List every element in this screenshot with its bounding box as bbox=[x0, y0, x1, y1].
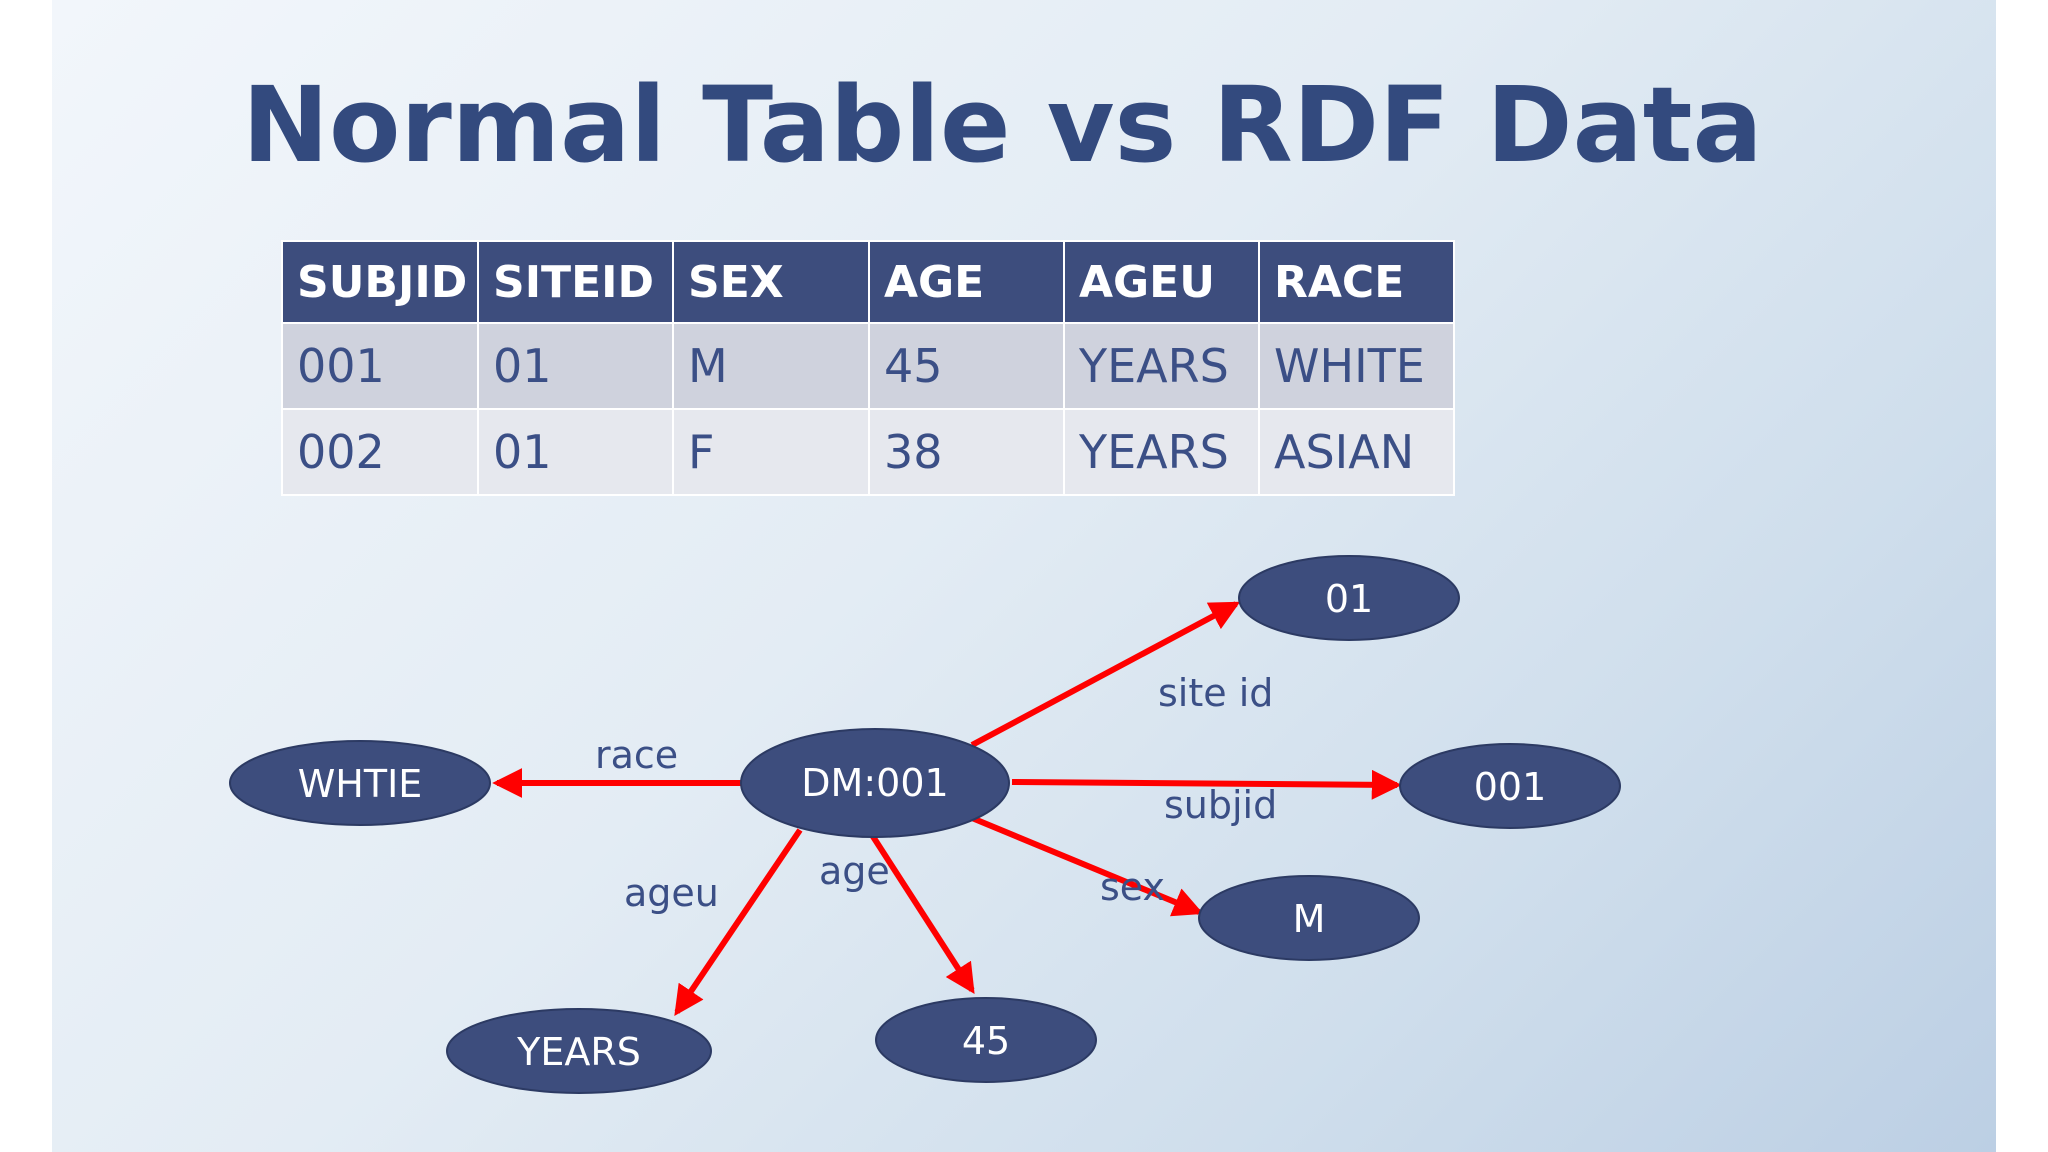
node-subjid-value: 001 bbox=[1399, 743, 1621, 829]
node-race-value: WHTIE bbox=[229, 740, 491, 826]
node-sex-value: M bbox=[1198, 875, 1420, 961]
table-row: 001 01 M 45 YEARS WHITE bbox=[281, 322, 1455, 410]
table-cell: 001 bbox=[281, 322, 479, 410]
column-header-sex: SEX bbox=[672, 240, 870, 324]
table-cell: 45 bbox=[868, 322, 1065, 410]
table-row: 002 01 F 38 YEARS ASIAN bbox=[281, 408, 1455, 496]
column-header-subjid: SUBJID bbox=[281, 240, 479, 324]
node-sex-value-label: M bbox=[1293, 897, 1326, 941]
graph-edge-labels: site id subjid sex age ageu race bbox=[595, 671, 1277, 915]
node-siteid-value: 01 bbox=[1238, 555, 1460, 641]
column-header-ageu: AGEU bbox=[1063, 240, 1260, 324]
node-ageu-value: YEARS bbox=[446, 1008, 712, 1094]
edge-subjid-arrow bbox=[1011, 769, 1402, 800]
graph-edges bbox=[492, 601, 1402, 1016]
table-cell: 38 bbox=[868, 408, 1065, 496]
node-age-value: 45 bbox=[875, 997, 1097, 1083]
table-header-row: SUBJID SITEID SEX AGE AGEU RACE bbox=[281, 240, 1455, 324]
slide-title: Normal Table vs RDF Data bbox=[242, 64, 1763, 186]
rdf-graph: DM:001 01 001 M 45 YEARS bbox=[229, 555, 1621, 1094]
table-cell: F bbox=[672, 408, 870, 496]
node-ageu-value-label: YEARS bbox=[516, 1030, 641, 1074]
table-cell: 01 bbox=[477, 408, 674, 496]
column-header-age: AGE bbox=[868, 240, 1065, 324]
edge-ageu-label: ageu bbox=[624, 871, 719, 915]
edge-siteid-label: site id bbox=[1158, 671, 1273, 715]
table-cell: YEARS bbox=[1063, 322, 1260, 410]
node-center-label: DM:001 bbox=[801, 761, 948, 805]
edge-sex-label: sex bbox=[1100, 865, 1165, 909]
column-header-race: RACE bbox=[1258, 240, 1455, 324]
table-cell: M bbox=[672, 322, 870, 410]
edge-siteid-arrow bbox=[970, 601, 1241, 748]
node-siteid-value-label: 01 bbox=[1325, 577, 1373, 621]
column-header-siteid: SITEID bbox=[477, 240, 674, 324]
node-subjid-value-label: 001 bbox=[1474, 765, 1547, 809]
edge-subjid-label: subjid bbox=[1164, 783, 1277, 827]
edge-age-label: age bbox=[819, 849, 890, 893]
edge-sex-arrow bbox=[970, 815, 1204, 917]
node-age-value-label: 45 bbox=[962, 1019, 1010, 1063]
edge-age-arrow bbox=[869, 833, 975, 995]
table-cell: YEARS bbox=[1063, 408, 1260, 496]
edge-ageu-arrow bbox=[674, 828, 803, 1016]
table-cell: ASIAN bbox=[1258, 408, 1455, 496]
demographics-table: SUBJID SITEID SEX AGE AGEU RACE 001 01 M… bbox=[281, 240, 1455, 496]
table-cell: 01 bbox=[477, 322, 674, 410]
edge-race-label: race bbox=[595, 733, 678, 777]
table-cell: WHITE bbox=[1258, 322, 1455, 410]
table-cell: 002 bbox=[281, 408, 479, 496]
node-race-value-label: WHTIE bbox=[298, 762, 423, 806]
graph-nodes: DM:001 01 001 M 45 YEARS bbox=[229, 555, 1621, 1094]
slide: Normal Table vs RDF Data SUBJID SITEID S… bbox=[52, 0, 1996, 1152]
node-center: DM:001 bbox=[740, 728, 1010, 838]
